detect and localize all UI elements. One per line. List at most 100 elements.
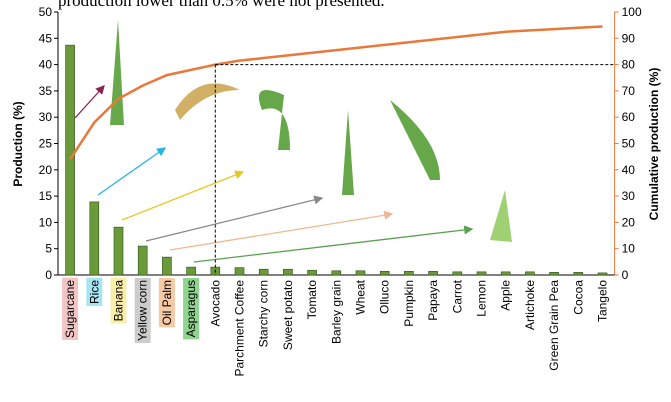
y2-axis-title: Cumulative production (%) xyxy=(647,68,661,221)
x-tick-label: Starchy corn xyxy=(257,280,271,347)
plant-icon xyxy=(175,83,240,120)
bar xyxy=(525,272,534,275)
x-tick-group: Barley grain xyxy=(329,280,343,344)
x-tick-group: Pumpkin xyxy=(402,280,416,327)
y2-tick-label: 70 xyxy=(622,84,636,98)
x-tick-label: Cocoa xyxy=(571,280,585,315)
bar xyxy=(187,267,196,275)
x-tick-label: Tangelo xyxy=(596,280,610,322)
x-tick-group: Avocado xyxy=(208,280,222,327)
y-tick-label: 5 xyxy=(45,242,52,256)
arrow xyxy=(75,86,104,118)
y-tick-label: 0 xyxy=(45,268,52,282)
cumulative-line xyxy=(70,26,602,159)
y-tick-label: 45 xyxy=(39,31,53,45)
bar xyxy=(114,227,123,275)
x-tick-label: Yellow corn xyxy=(136,280,150,341)
y2-tick-label: 20 xyxy=(622,215,636,229)
x-tick-label: Lemon xyxy=(475,280,489,317)
y2-tick-label: 30 xyxy=(622,189,636,203)
bar xyxy=(574,272,583,275)
x-tick-label: Parchment Coffee xyxy=(233,280,247,377)
plant-icon xyxy=(110,20,124,125)
y-tick-label: 50 xyxy=(39,5,53,19)
x-tick-label: Apple xyxy=(499,280,513,311)
x-tick-group: Cocoa xyxy=(571,280,585,315)
x-tick-label: Rice xyxy=(87,280,101,304)
x-tick-label: Barley grain xyxy=(329,280,343,344)
bar xyxy=(404,271,413,275)
arrow xyxy=(194,229,472,262)
x-tick-label: Asparagus xyxy=(184,280,198,337)
x-tick-group: Banana xyxy=(111,278,127,324)
x-tick-label: Wheat xyxy=(354,279,368,314)
x-tick-group: Olluco xyxy=(378,280,392,314)
arrow xyxy=(170,214,392,250)
x-tick-group: Tangelo xyxy=(596,280,610,322)
x-tick-group: Papaya xyxy=(426,280,440,321)
x-tick-group: Sugarcane xyxy=(62,278,78,340)
plant-icon xyxy=(490,190,512,242)
bar xyxy=(356,271,365,275)
y2-tick-label: 40 xyxy=(622,163,636,177)
y-tick-label: 25 xyxy=(39,137,53,151)
x-tick-group: Sweet potato xyxy=(281,280,295,350)
x-tick-label: Carrot xyxy=(450,279,464,313)
y-axis-title: Production (%) xyxy=(11,101,25,186)
y2-tick-label: 90 xyxy=(622,31,636,45)
illustration-arrows xyxy=(75,86,472,262)
x-tick-group: Lemon xyxy=(475,280,489,317)
x-tick-group: Tomato xyxy=(305,280,319,320)
x-tick-label: Tomato xyxy=(305,280,319,320)
bar xyxy=(283,269,292,275)
bar xyxy=(598,273,607,275)
bar xyxy=(138,246,147,275)
x-tick-group: Starchy corn xyxy=(257,280,271,347)
x-tick-label: Artichoke xyxy=(523,280,537,330)
y-tick-label: 10 xyxy=(39,215,53,229)
caption: production lower than 0.5% were not pres… xyxy=(58,0,385,10)
bar xyxy=(332,271,341,275)
plant-icon xyxy=(259,90,290,150)
x-tick-group: Parchment Coffee xyxy=(233,280,247,377)
bar xyxy=(501,272,510,275)
bar xyxy=(477,272,486,275)
x-tick-group: Rice xyxy=(86,278,102,306)
y-tick-label: 30 xyxy=(39,110,53,124)
y2-tick-label: 10 xyxy=(622,242,636,256)
x-tick-label: Pumpkin xyxy=(402,280,416,327)
bar xyxy=(235,268,244,275)
y-tick-label: 40 xyxy=(39,58,53,72)
x-tick-label: Oil Palm xyxy=(160,280,174,325)
x-tick-label: Green Grain Pea xyxy=(547,280,561,371)
y-tick-label: 35 xyxy=(39,84,53,98)
bar xyxy=(259,269,268,275)
arrow xyxy=(122,172,243,220)
plant-icon xyxy=(342,110,354,195)
bar xyxy=(90,202,99,275)
y2-tick-label: 100 xyxy=(622,5,642,19)
y-tick-label: 20 xyxy=(39,163,53,177)
x-tick-group: Carrot xyxy=(450,279,464,313)
chart: production lower than 0.5% were not pres… xyxy=(0,0,671,402)
x-tick-label: Sweet potato xyxy=(281,280,295,350)
y2-tick-label: 0 xyxy=(622,268,629,282)
x-tick-label: Olluco xyxy=(378,280,392,314)
x-tick-group: Wheat xyxy=(354,279,368,314)
y2-tick-label: 50 xyxy=(622,137,636,151)
y-tick-label: 15 xyxy=(39,189,53,203)
plant-icon xyxy=(390,100,440,180)
x-tick-label: Papaya xyxy=(426,280,440,321)
y2-tick-label: 60 xyxy=(622,110,636,124)
x-tick-group: Artichoke xyxy=(523,280,537,330)
x-tick-group: Yellow corn xyxy=(135,278,151,343)
bar xyxy=(550,272,559,275)
bar xyxy=(66,45,75,275)
x-tick-label: Avocado xyxy=(208,280,222,327)
arrow xyxy=(98,148,165,195)
arrow xyxy=(146,198,322,241)
x-tick-group: Apple xyxy=(499,280,513,311)
x-tick-group: Green Grain Pea xyxy=(547,280,561,371)
bar xyxy=(429,271,438,275)
y2-tick-label: 80 xyxy=(622,58,636,72)
